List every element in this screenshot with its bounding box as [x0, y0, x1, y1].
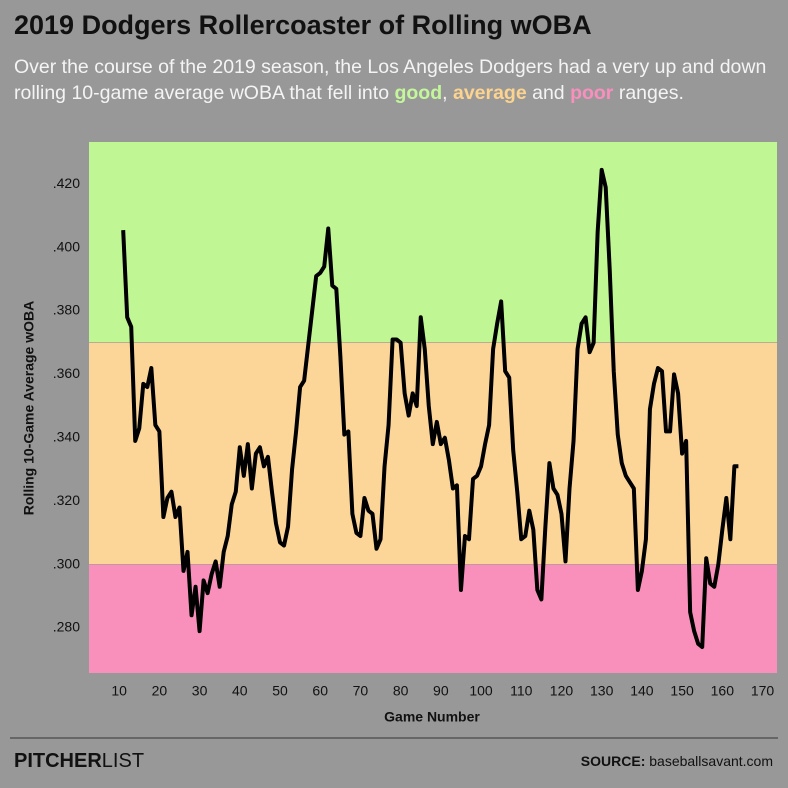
x-tick-label: 100 — [469, 683, 493, 699]
subtitle-part: average — [452, 82, 527, 104]
y-tick-label: .360 — [53, 365, 80, 381]
x-tick-label: 160 — [711, 683, 735, 699]
brand-bold: PITCHER — [14, 750, 102, 772]
y-tick-label: .300 — [53, 555, 80, 571]
subtitle-part: good — [394, 82, 443, 104]
y-tick-label: .380 — [53, 302, 80, 318]
x-tick-label: 150 — [670, 683, 694, 699]
subtitle-part: ranges. — [613, 82, 684, 104]
y-tick-label: .320 — [53, 492, 80, 508]
range-band — [89, 142, 777, 343]
y-tick-label: .400 — [53, 238, 80, 254]
subtitle-part: poor — [570, 82, 614, 104]
x-tick-label: 140 — [630, 683, 654, 699]
y-tick-label: .340 — [53, 428, 80, 444]
subtitle-part: and — [526, 82, 571, 104]
y-tick-label: .420 — [53, 175, 80, 191]
x-tick-label: 90 — [433, 683, 449, 699]
x-tick-label: 40 — [232, 683, 248, 699]
x-tick-label: 70 — [353, 683, 369, 699]
source-text: baseballsavant.com — [649, 753, 773, 769]
brand-light: LIST — [102, 750, 144, 772]
range-band — [89, 564, 777, 673]
plot-area — [89, 142, 777, 673]
y-axis-label: Rolling 10-Game Average wOBA — [21, 301, 37, 515]
data-line — [121, 167, 739, 650]
x-tick-label: 20 — [152, 683, 168, 699]
source-label: SOURCE: — [581, 753, 646, 769]
subtitle-part: Over the course of the 2019 season, the … — [14, 56, 767, 104]
x-tick-label: 110 — [510, 683, 533, 699]
x-tick-label: 130 — [590, 683, 614, 699]
x-tick-label: 30 — [192, 683, 208, 699]
y-tick-label: .280 — [53, 619, 80, 635]
chart-subtitle: Over the course of the 2019 season, the … — [14, 54, 779, 106]
chart-title: 2019 Dodgers Rollercoaster of Rolling wO… — [14, 10, 592, 40]
x-tick-label: 120 — [550, 683, 574, 699]
subtitle-part: , — [442, 82, 453, 104]
x-tick-label: 10 — [111, 683, 127, 699]
x-tick-label: 170 — [751, 683, 775, 699]
x-tick-label: 50 — [272, 683, 288, 699]
x-axis-label: Game Number — [384, 709, 480, 725]
x-tick-label: 80 — [393, 683, 409, 699]
x-tick-label: 60 — [312, 683, 328, 699]
source: SOURCE: baseballsavant.com — [581, 753, 773, 769]
brand: PITCHERLIST — [14, 750, 144, 772]
